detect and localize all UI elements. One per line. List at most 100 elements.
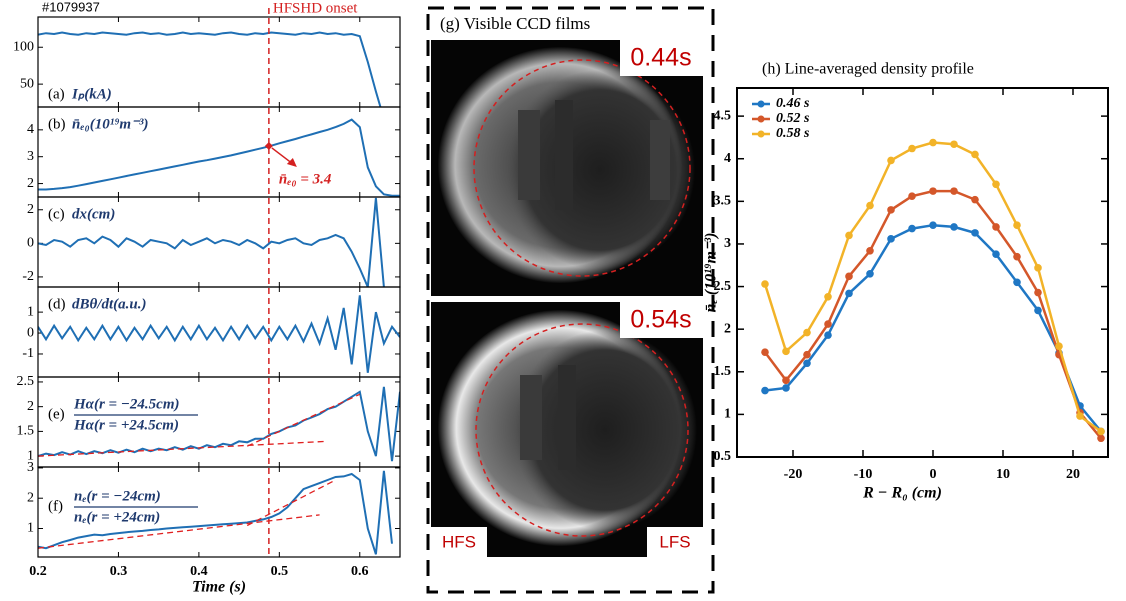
fraction-numerator: nₑ(r = −24cm): [74, 488, 161, 504]
y-tick-label: 3: [27, 149, 34, 164]
frame-time: 0.54s: [630, 306, 691, 334]
lfs-label: LFS: [659, 532, 690, 551]
y-axis-label: n̄ₑ (10¹⁹m⁻³): [703, 232, 720, 312]
fit-line: [246, 479, 336, 527]
plot-frame: [736, 87, 1109, 458]
legend-label: 0.58 s: [776, 126, 810, 141]
x-axis-label: R − R₀ (cm): [862, 485, 942, 502]
profile-point: [908, 224, 916, 233]
signal-line: [38, 470, 393, 555]
signal-line: [38, 118, 400, 197]
profile-point: [1097, 434, 1105, 443]
onset-label: HFSHD onset: [273, 0, 358, 16]
profile-point: [1013, 221, 1021, 230]
profile-point: [782, 384, 790, 392]
profile-point: [1055, 342, 1063, 351]
y-tick-label: 3.5: [714, 194, 732, 209]
lcfs-circle: [475, 323, 689, 537]
panel-label: (b): [48, 116, 66, 132]
panel-label: (d): [48, 296, 66, 312]
profile-point: [803, 350, 811, 359]
wall-structure: [650, 120, 670, 200]
profile-point: [782, 376, 790, 385]
panel-label: (e): [48, 406, 65, 422]
y-tick-label: 50: [20, 76, 34, 91]
y-tick-label: 4: [724, 151, 731, 166]
fit-line: [37, 514, 320, 549]
profile-point: [950, 140, 958, 149]
profile-point: [761, 280, 769, 288]
profile-point: [929, 187, 937, 195]
profile-point: [1034, 264, 1042, 272]
profile-point: [866, 246, 874, 255]
y-tick-label: 2: [27, 176, 34, 191]
y-tick-label: 1: [27, 304, 34, 319]
panel-frame: [37, 466, 401, 558]
y-tick-label: 0: [27, 325, 34, 340]
y-tick-label: 3: [724, 236, 731, 251]
profile-point: [1034, 288, 1042, 297]
profile-point: [866, 269, 874, 278]
frame-time: 0.44s: [630, 44, 691, 72]
profile-point: [950, 187, 958, 195]
y-tick-label: 1.5: [714, 364, 732, 379]
annotation-label: n̄ₑ₀ = 3.4: [279, 171, 332, 187]
y-tick-label: 4.5: [714, 108, 732, 123]
ccd-image: 0.54s HFS LFS: [431, 302, 703, 557]
profile-point: [1076, 412, 1084, 420]
profile-point: [950, 223, 958, 231]
ccd-title: (g) Visible CCD films: [440, 14, 590, 33]
label-box: [647, 527, 703, 557]
x-tick-label: 10: [996, 467, 1010, 482]
y-tick-label: 0.5: [714, 449, 732, 464]
profile-point: [971, 229, 979, 237]
annotation-marker: [264, 141, 273, 150]
legend-marker: [757, 115, 765, 123]
profile-point: [803, 359, 811, 368]
fraction-denominator: nₑ(r = +24cm): [74, 509, 160, 525]
y-tick-label: 2: [724, 321, 731, 336]
panel-quantity: n̄ₑ₀(10¹⁹m⁻³): [72, 116, 149, 132]
signal-line: [38, 197, 385, 287]
chart-title: (h) Line-averaged density profile: [762, 61, 974, 78]
profile-point: [929, 221, 937, 230]
profile-point: [761, 386, 769, 395]
y-tick-label: 1: [27, 521, 34, 536]
x-tick-label: -20: [784, 467, 803, 482]
profile-point: [1034, 306, 1042, 315]
x-tick-label: 0.4: [190, 564, 208, 579]
fit-line: [246, 393, 361, 447]
plasma-core: [505, 70, 695, 270]
panel-label: (f): [48, 498, 63, 514]
profile-point: [887, 235, 895, 243]
y-tick-label: 2: [27, 490, 34, 505]
annotation-arrow: [271, 147, 294, 165]
arrow-head: [286, 157, 297, 167]
legend-marker: [757, 100, 765, 108]
wall-structure: [518, 110, 540, 200]
legend-marker: [757, 130, 765, 138]
profile-point: [824, 292, 832, 301]
ccd-image: 0.44s: [431, 40, 703, 296]
panel-quantity: dBθ/dt(a.u.): [72, 296, 146, 312]
wall-structure: [558, 365, 576, 470]
profile-point: [824, 320, 832, 328]
profile-point: [887, 206, 895, 214]
y-tick-label: 1.5: [17, 424, 35, 439]
time-box: [620, 40, 703, 76]
profile-point: [908, 144, 916, 153]
signal-line: [38, 31, 382, 107]
profile-point: [845, 289, 853, 298]
ccd-frame: [426, 6, 715, 594]
ccd-panel: (g) Visible CCD films 0.44s 0.54s HFS LF…: [426, 6, 715, 594]
panel-quantity: dx(cm): [72, 206, 115, 222]
y-tick-label: 0: [27, 236, 34, 251]
fraction-denominator: Hα(r = +24.5cm): [73, 417, 179, 433]
profile-point: [1013, 252, 1021, 261]
profile-point: [845, 272, 853, 281]
lcfs-circle: [473, 59, 691, 277]
panel-label: (a): [48, 86, 65, 102]
signal-line: [38, 295, 400, 373]
profile-point: [992, 223, 1000, 231]
